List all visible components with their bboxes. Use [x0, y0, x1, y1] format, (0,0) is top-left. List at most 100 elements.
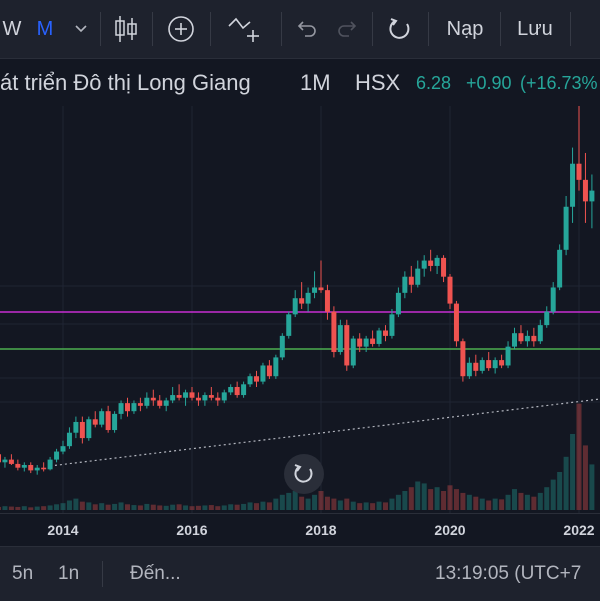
candle-body	[473, 362, 479, 371]
volume-bar	[105, 504, 111, 510]
volume-bar	[112, 503, 118, 510]
volume-bar	[170, 504, 176, 510]
volume-bar	[350, 501, 356, 510]
candle-body	[131, 403, 137, 412]
candle-body	[363, 338, 369, 347]
candle-body	[292, 298, 298, 315]
interval-dropdown-button[interactable]	[66, 0, 96, 58]
price-change: +0.90	[466, 73, 512, 93]
volume-bar	[157, 505, 163, 510]
symbol-name[interactable]: át triển Đô thị Long Giang	[0, 70, 251, 95]
x-tick-label: 2022	[563, 522, 595, 538]
volume-bar	[99, 503, 105, 510]
volume-bar	[131, 505, 137, 510]
candle-body	[150, 397, 156, 401]
volume-bar	[582, 445, 588, 510]
volume-bar	[137, 505, 143, 510]
goto-date-button[interactable]: Đến...	[130, 563, 181, 584]
volume-bar	[125, 504, 130, 510]
candle-body	[531, 335, 537, 342]
volume-bar	[524, 494, 530, 510]
candle-body	[518, 333, 524, 342]
reload-icon	[389, 18, 410, 39]
volume-bar	[357, 503, 363, 510]
candle-body	[105, 411, 111, 431]
candle-body	[176, 395, 182, 398]
candle-body	[453, 303, 459, 342]
interval-w-label: W	[2, 17, 22, 40]
candle-body	[66, 432, 72, 447]
candle-body	[512, 333, 517, 347]
volume-bar	[47, 505, 53, 510]
price-change-percent: (+16.73%	[520, 73, 598, 93]
volume-bar	[73, 498, 79, 510]
volume-bar	[376, 501, 382, 510]
candle-body	[376, 330, 382, 344]
candle-body	[41, 467, 47, 470]
volume-bar	[408, 487, 414, 510]
volume-bar	[28, 507, 34, 510]
candle-body	[344, 325, 350, 366]
candle-body	[170, 395, 176, 401]
volume-bar	[8, 506, 14, 510]
x-tick-label: 2014	[47, 522, 79, 538]
volume-bar	[505, 494, 511, 510]
x-tick-label: 2018	[305, 522, 337, 538]
volume-bar	[344, 498, 350, 510]
candle-body	[402, 276, 408, 293]
indicators-button[interactable]	[218, 0, 270, 58]
interval-m-button[interactable]: M	[30, 0, 60, 58]
range-5y-button[interactable]: 5n	[12, 563, 34, 584]
chart-type-button[interactable]	[104, 0, 148, 58]
last-price: 6.28	[416, 73, 452, 93]
volume-bar	[447, 485, 453, 510]
volume-bar	[150, 504, 156, 510]
add-indicator-button[interactable]	[158, 0, 204, 58]
candle-body	[60, 446, 66, 452]
volume-bar	[453, 489, 459, 510]
load-button[interactable]: Nạp	[436, 0, 494, 58]
volume-bar	[221, 505, 227, 510]
time-axis[interactable]: 2014 2016 2018 2020 2022	[0, 513, 600, 546]
volume-bar	[589, 464, 595, 510]
volume-bar	[286, 492, 292, 510]
price-chart[interactable]	[0, 106, 600, 544]
volume-bar	[189, 506, 195, 510]
bottom-bar: 5n 1n Đến... 13:19:05 (UTC+7	[0, 546, 600, 601]
candle-body	[428, 260, 434, 266]
candle-body	[157, 400, 163, 406]
reset-chart-button[interactable]	[284, 454, 324, 494]
candle-body	[486, 360, 492, 369]
volume-bar	[176, 504, 182, 510]
volume-bar	[215, 506, 221, 510]
candle-body	[189, 392, 195, 398]
volume-bar	[247, 502, 253, 510]
candle-body	[260, 365, 266, 382]
clock-timezone[interactable]: 13:19:05 (UTC+7	[435, 563, 582, 584]
volume-bar	[2, 506, 8, 510]
volume-bar	[41, 506, 47, 510]
volume-bar	[421, 483, 427, 510]
chart-pane[interactable]	[0, 106, 600, 544]
reload-button[interactable]	[378, 0, 422, 58]
volume-bar	[228, 504, 234, 510]
symbol-interval[interactable]: 1M	[300, 70, 331, 95]
range-1y-button[interactable]: 1n	[58, 563, 80, 584]
candle-body	[299, 298, 305, 304]
interval-w-button[interactable]: W	[0, 0, 24, 58]
save-button[interactable]: Lưu	[506, 0, 564, 58]
candle-body	[202, 395, 208, 401]
volume-bar	[279, 494, 285, 510]
volume-bar	[395, 494, 401, 510]
undo-button[interactable]	[288, 0, 326, 58]
candle-body	[247, 376, 253, 385]
volume-bar	[144, 503, 150, 510]
volume-bar	[292, 491, 298, 510]
volume-bar	[518, 492, 524, 510]
volume-bar	[312, 494, 318, 510]
redo-button[interactable]	[328, 0, 366, 58]
volume-bar	[21, 506, 27, 510]
volume-bar	[241, 503, 247, 510]
volume-bar	[0, 506, 1, 510]
x-tick-label: 2016	[176, 522, 208, 538]
